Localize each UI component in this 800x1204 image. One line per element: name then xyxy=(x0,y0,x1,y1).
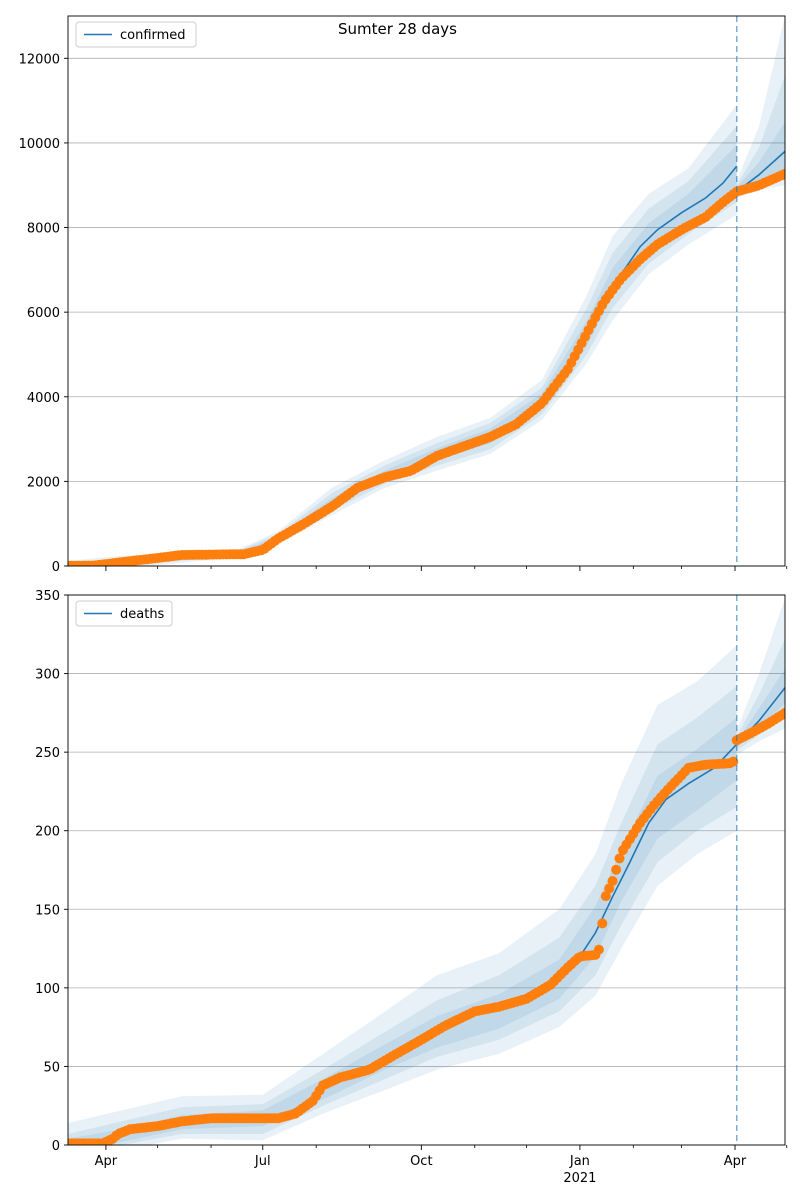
observed-point xyxy=(593,944,604,955)
plot-frame xyxy=(67,594,786,1146)
y-tick-label: 100 xyxy=(35,982,60,997)
y-tick-label: 10000 xyxy=(19,137,60,152)
x-tick-label: Jul xyxy=(254,1154,271,1169)
y-tick-label: 4000 xyxy=(27,391,60,406)
y-tick-label: 350 xyxy=(35,589,60,604)
y-tick-label: 0 xyxy=(52,560,60,575)
panel-deaths: 0 50 100 150 200 250 300 350 Apr Jul Oct Jan 2021 Apr… xyxy=(35,589,788,1186)
y-tick-label: 250 xyxy=(35,746,60,761)
y-tick-label: 8000 xyxy=(27,222,60,237)
legend-box xyxy=(75,600,173,627)
plot-frame xyxy=(67,15,786,567)
observed-point xyxy=(611,864,622,875)
plot-area xyxy=(68,16,785,566)
panel-confirmed: 0 2000 4000 6000 8000 10000 12000 confirmed xyxy=(19,15,788,575)
figure-title: Sumter 28 days xyxy=(338,20,457,38)
x-tick-label: Apr xyxy=(724,1154,747,1169)
observed-point xyxy=(597,918,608,929)
legend-label: deaths xyxy=(120,607,165,622)
confidence-band-1 xyxy=(68,645,737,1145)
confidence-band-1 xyxy=(68,104,737,566)
x-tick-label: Oct xyxy=(410,1154,432,1169)
plot-area xyxy=(68,598,785,1145)
legend-label: confirmed xyxy=(120,28,186,43)
legend-box xyxy=(75,21,197,48)
y-tick-label: 0 xyxy=(52,1139,60,1154)
forecast-band-1 xyxy=(736,16,785,198)
observed-point xyxy=(614,853,625,864)
x-tick-sublabel: 2021 xyxy=(563,1171,596,1186)
y-tick-label: 2000 xyxy=(27,475,60,490)
forecast-band-2 xyxy=(736,75,785,194)
observed-point xyxy=(604,883,615,894)
y-tick-label: 12000 xyxy=(19,52,60,67)
observed-point xyxy=(780,168,785,179)
y-tick-label: 6000 xyxy=(27,306,60,321)
forecast-band-3 xyxy=(736,668,785,748)
observed-point xyxy=(607,876,618,886)
x-tick-label: Apr xyxy=(95,1154,118,1169)
observed-point xyxy=(780,707,785,718)
confidence-band-3 xyxy=(68,717,737,1145)
y-tick-label: 150 xyxy=(35,903,60,918)
y-tick-label: 300 xyxy=(35,668,60,683)
y-tick-label: 200 xyxy=(35,825,60,840)
observed-point xyxy=(728,756,739,767)
x-tick-label: Jan xyxy=(569,1154,590,1169)
observed-point xyxy=(600,891,611,902)
confidence-band-2 xyxy=(68,126,737,566)
y-tick-label: 50 xyxy=(43,1060,60,1075)
